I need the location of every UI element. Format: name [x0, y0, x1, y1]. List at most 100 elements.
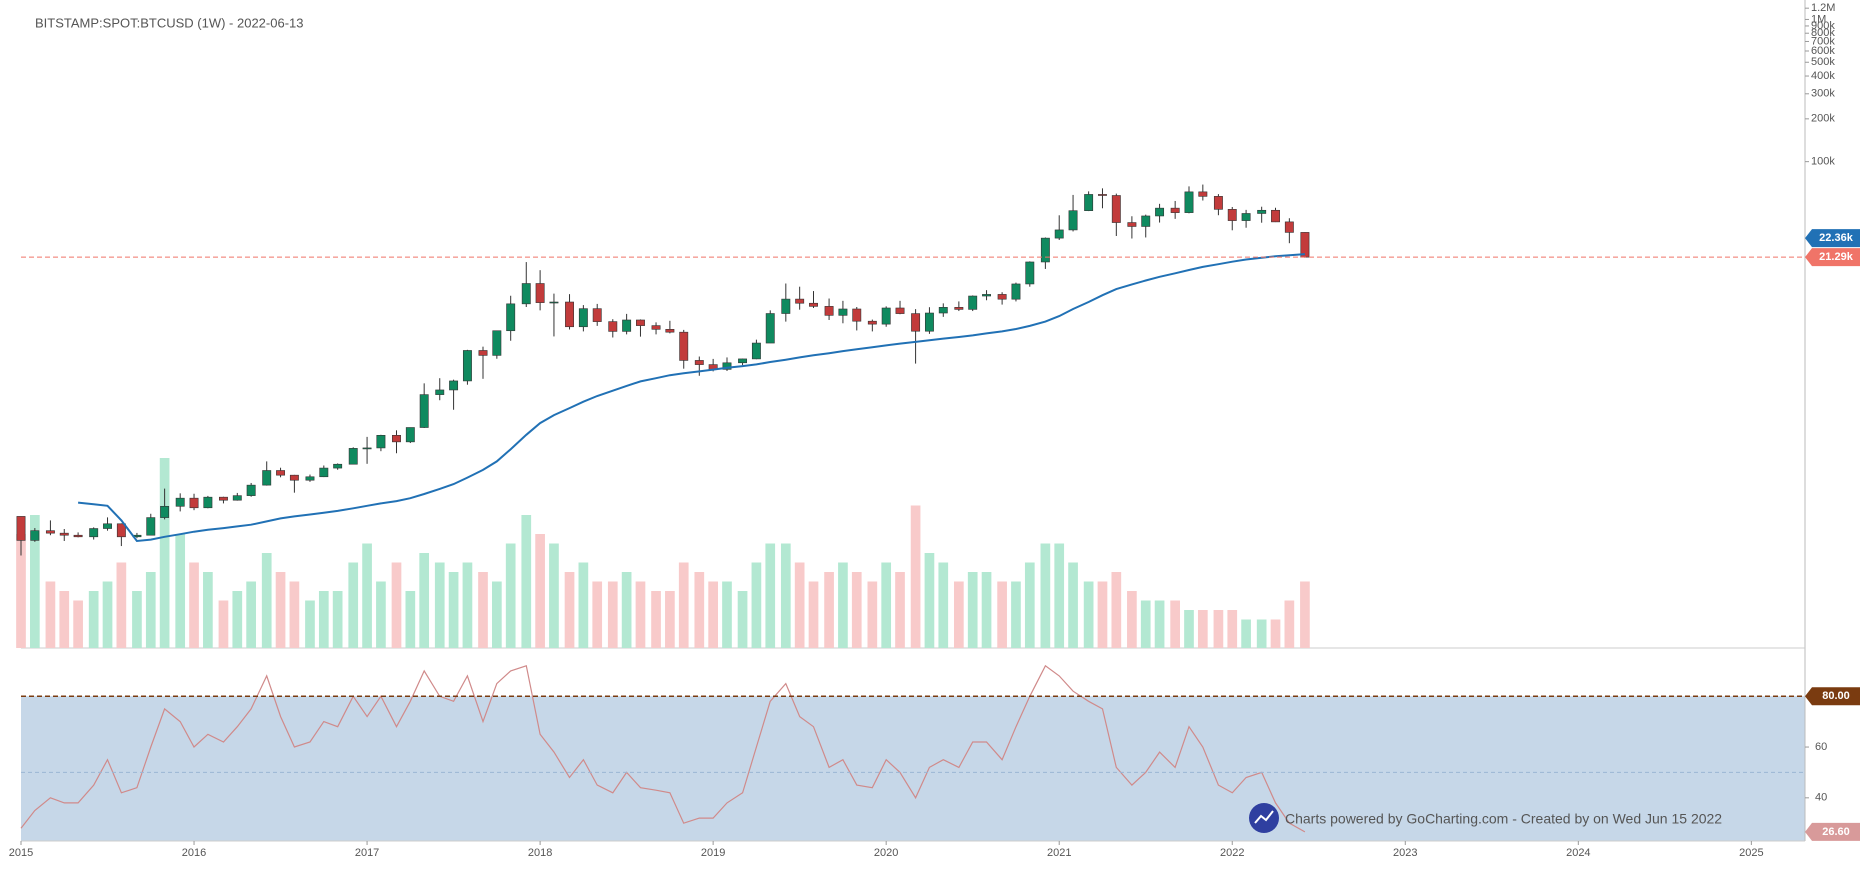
candle-body — [1040, 237, 1050, 263]
x-tick-label: 2017 — [355, 847, 379, 859]
volume-bar — [665, 591, 675, 648]
candle-body — [622, 319, 632, 332]
candle-body — [103, 523, 112, 529]
candle-body — [665, 329, 675, 333]
volume-bar — [981, 572, 992, 648]
candle-body — [45, 530, 55, 534]
y-tick-label: 400k — [1811, 70, 1835, 82]
volume-bar — [564, 572, 575, 648]
y-tick-label: 40 — [1815, 792, 1827, 804]
candle-body — [1184, 191, 1194, 213]
candle-body — [1011, 283, 1021, 300]
volume-bar — [1140, 600, 1151, 648]
volume-bar — [621, 572, 632, 648]
volume-bar — [73, 600, 83, 648]
volume-bar — [924, 553, 935, 648]
candle-body — [289, 474, 299, 481]
candle-body — [1155, 207, 1165, 217]
watermark-text: Charts powered by GoCharting.com - Creat… — [1285, 811, 1722, 827]
volume-bar — [505, 543, 516, 648]
y-tick-label: 200k — [1811, 113, 1835, 125]
volume-bar — [1227, 610, 1238, 648]
candle-body — [765, 313, 775, 344]
candle-body — [218, 496, 228, 501]
candle-body — [492, 330, 502, 356]
x-tick-label: 2019 — [701, 847, 725, 859]
candle-body — [405, 427, 415, 443]
candle-body — [809, 302, 818, 307]
volume-bar — [635, 581, 646, 648]
y-tick-label: 60 — [1815, 741, 1827, 753]
candle-body — [333, 463, 343, 469]
candle-body — [694, 360, 704, 365]
candle-body — [348, 448, 358, 465]
candle-body — [419, 394, 429, 428]
candle-body — [895, 307, 905, 314]
volume-bar — [16, 534, 26, 648]
candle-body — [867, 320, 877, 325]
candle-body — [997, 294, 1007, 300]
volume-bar — [45, 581, 56, 648]
candle-body — [146, 517, 156, 536]
volume-bar — [592, 581, 603, 648]
candle-body — [636, 319, 645, 326]
overbought-tag-label: 80.00 — [1822, 690, 1850, 702]
volume-bar — [867, 581, 878, 648]
candle-body — [1084, 194, 1094, 211]
candle-body — [276, 470, 286, 476]
candle-body — [751, 342, 761, 360]
volume-bar — [145, 572, 156, 648]
candle-body — [262, 470, 272, 486]
ma-tag — [1805, 229, 1860, 248]
volume-bar — [175, 534, 186, 648]
volume-bar — [59, 591, 70, 648]
volume-bar — [694, 572, 705, 648]
x-tick-label: 2016 — [182, 847, 206, 859]
candle-body — [1170, 207, 1180, 213]
candle-body — [449, 380, 459, 391]
y-tick-label: 300k — [1811, 88, 1835, 100]
candle-body — [968, 295, 978, 310]
candle-body — [1213, 196, 1223, 210]
moving-average-line — [77, 253, 1305, 543]
volume-bar — [1083, 581, 1094, 648]
volume-bar — [1011, 581, 1021, 648]
volume-bar — [751, 562, 762, 648]
candle-body — [924, 312, 934, 332]
candle-body — [722, 362, 732, 370]
volume-bar — [824, 572, 834, 648]
volume-bar — [521, 515, 532, 648]
rsi-zone — [21, 696, 1805, 841]
volume-bar — [1054, 543, 1065, 648]
candle-body — [824, 306, 834, 316]
candle-body — [1068, 210, 1078, 231]
volume-bar — [318, 591, 329, 648]
volume-bar — [607, 581, 618, 648]
candle-body — [651, 325, 661, 330]
volume-bar — [1284, 600, 1295, 648]
volume-bar — [1256, 619, 1267, 648]
volume-bar — [419, 553, 430, 648]
candle-body — [911, 313, 921, 332]
candle-body — [246, 484, 256, 496]
volume-bar — [1024, 562, 1035, 648]
volume-bar — [88, 591, 99, 648]
y-tick-label: 900k — [1811, 20, 1835, 32]
price-tag-label: 21.29k — [1819, 251, 1854, 263]
candle-body — [305, 476, 315, 481]
y-tick-label: 700k — [1811, 35, 1835, 47]
candle-body — [1054, 229, 1064, 239]
candle-body — [319, 467, 329, 478]
volume-bar — [997, 581, 1007, 648]
y-tick-label: 1.2M — [1811, 2, 1835, 14]
watermark-logo-icon — [1254, 810, 1274, 824]
volume-bar — [838, 562, 848, 648]
volume-bar — [794, 562, 805, 648]
candle-body — [1098, 194, 1107, 196]
volume-bar — [29, 515, 40, 648]
candle-body — [1111, 195, 1121, 223]
candle-body — [1227, 209, 1237, 221]
volume-bar — [159, 458, 170, 648]
volume-bar — [1184, 610, 1194, 648]
